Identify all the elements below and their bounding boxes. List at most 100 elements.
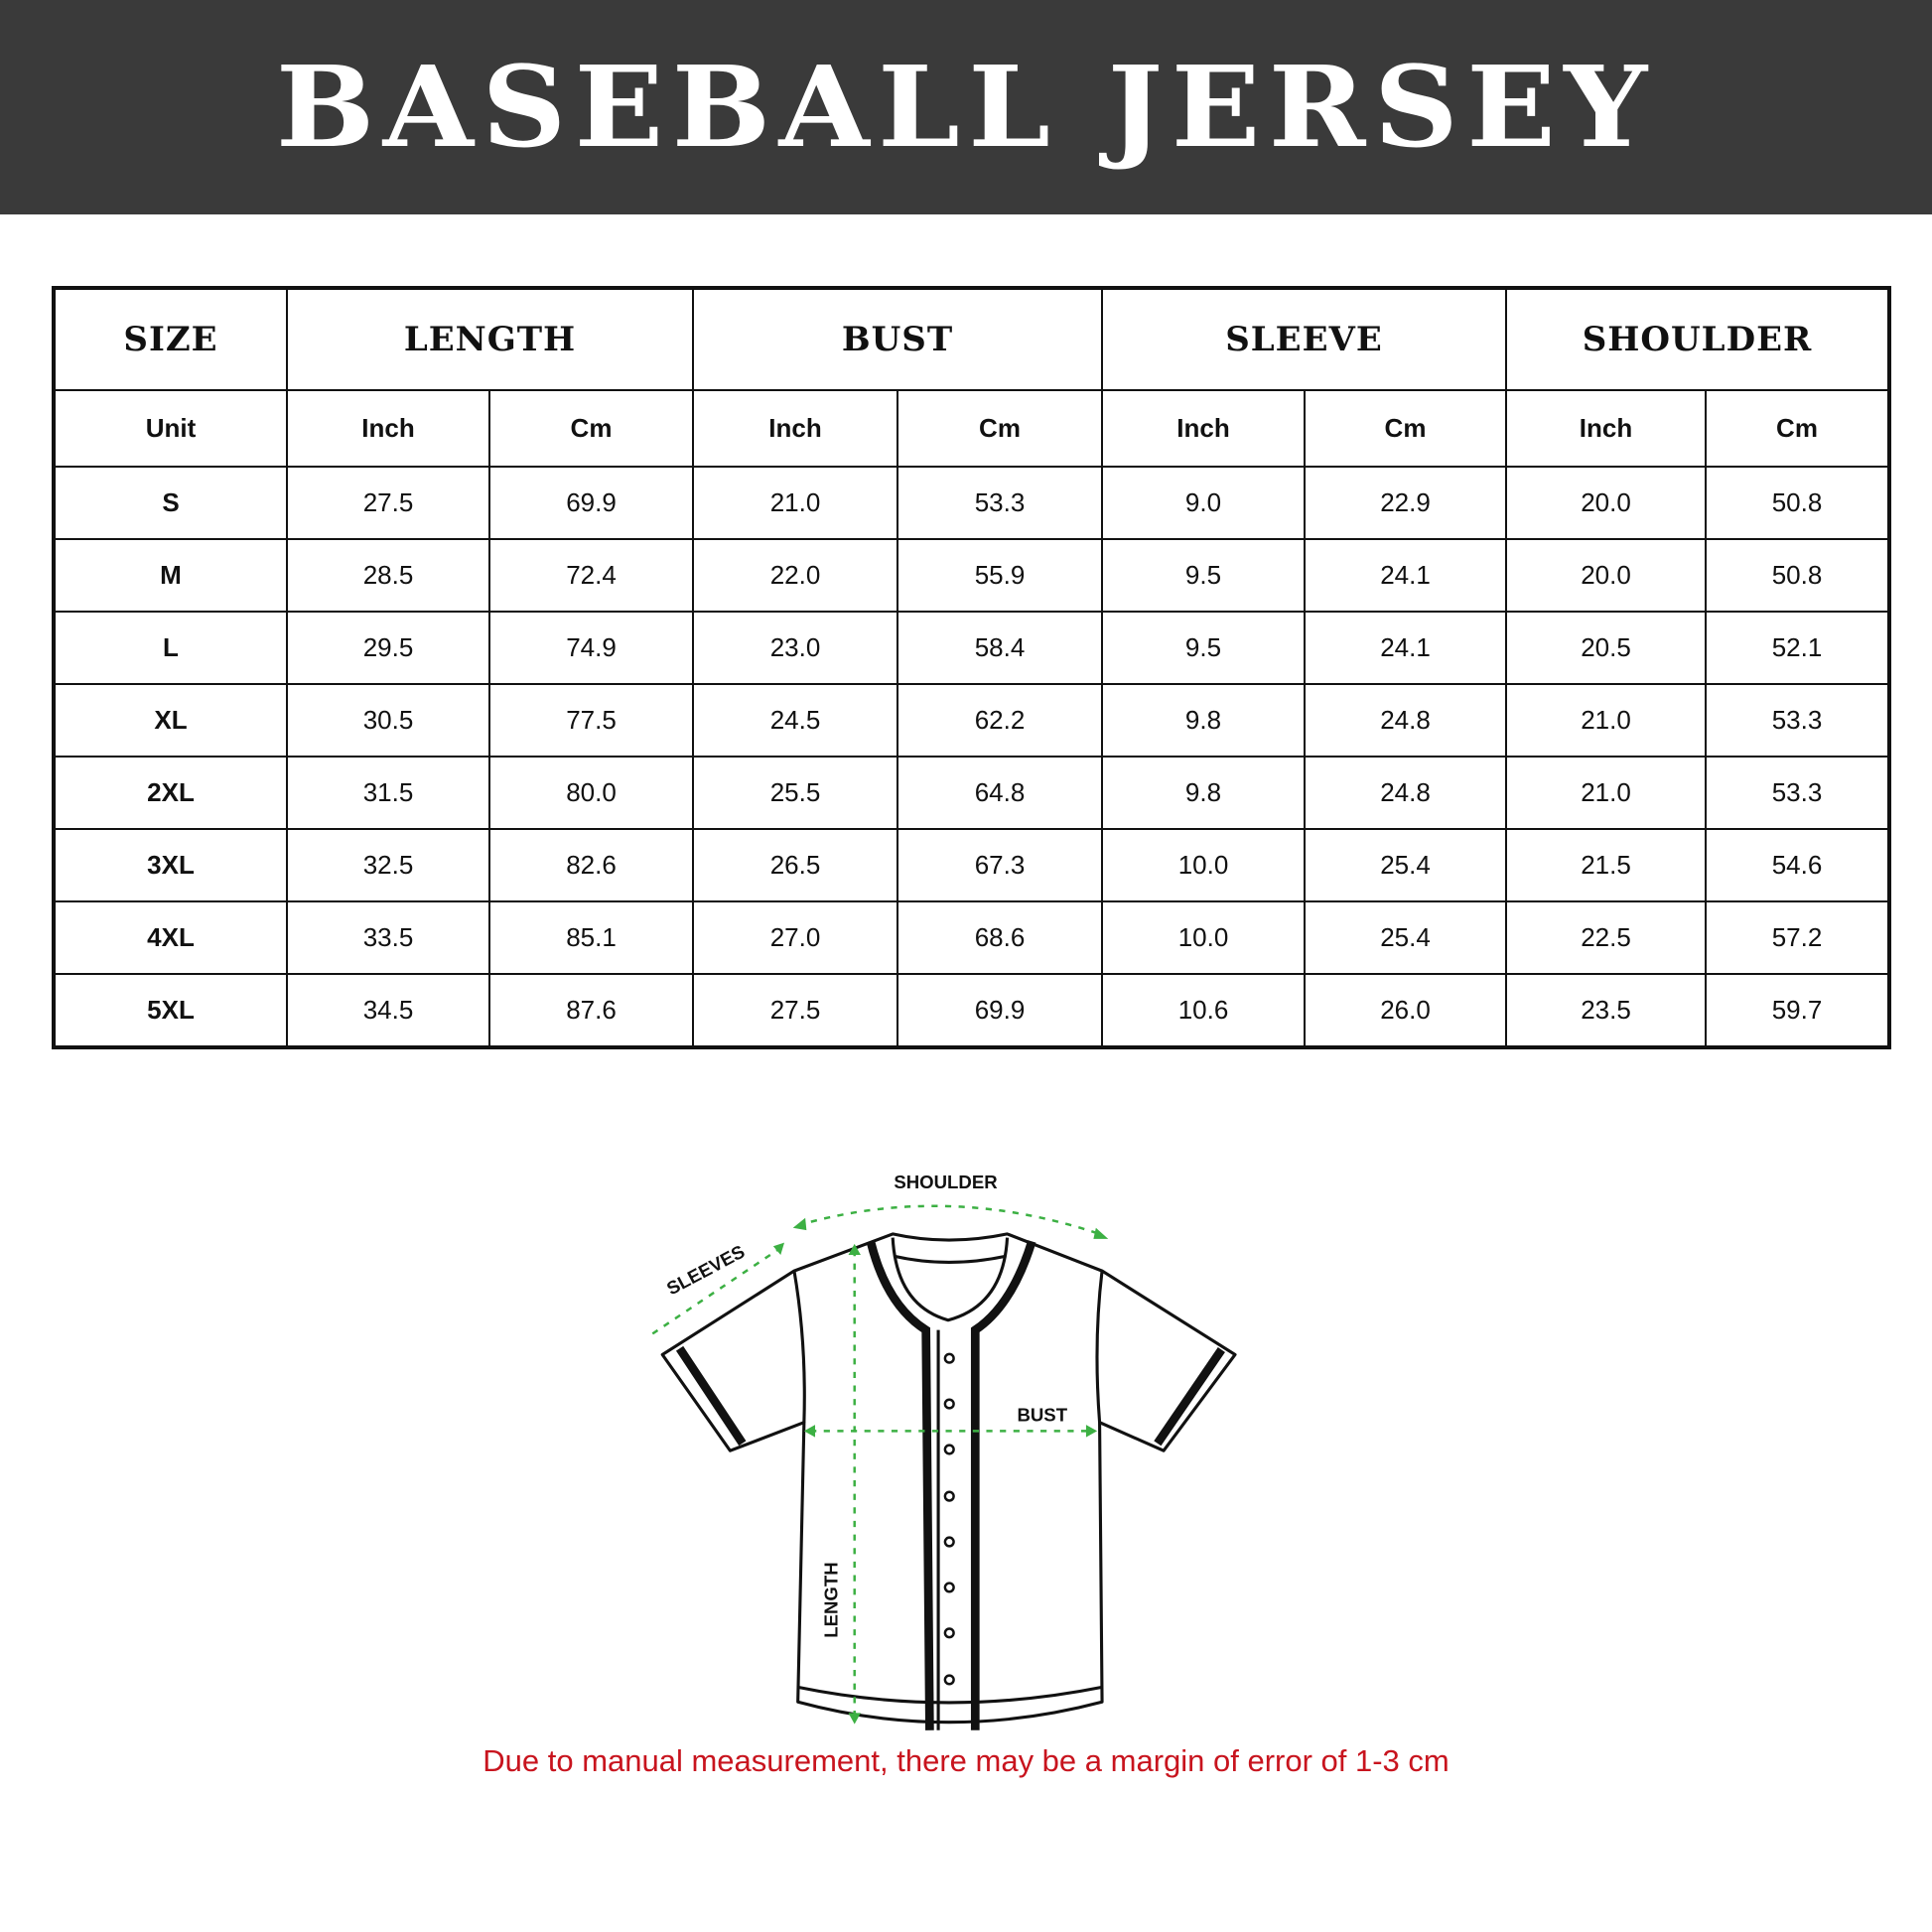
value-cell: 34.5: [286, 973, 490, 1048]
table-row: XL 30.5 77.5 24.5 62.2 9.8 24.8 21.0 53.3: [53, 683, 1890, 758]
unit-cell: Inch: [1101, 389, 1306, 468]
measurement-note: Due to manual measurement, there may be …: [483, 1743, 1449, 1778]
title-banner: BASEBALL JERSEY: [0, 0, 1932, 214]
value-cell: 26.0: [1304, 973, 1507, 1048]
length-label: LENGTH: [820, 1562, 841, 1637]
unit-cell: Cm: [1304, 389, 1507, 468]
value-cell: 10.0: [1101, 900, 1306, 975]
table-row: S 27.5 69.9 21.0 53.3 9.0 22.9 20.0 50.8: [53, 466, 1890, 540]
unit-cell: Inch: [286, 389, 490, 468]
header-row: SIZE LENGTH BUST SLEEVE SHOULDER: [53, 287, 1890, 391]
value-cell: 21.0: [1505, 683, 1707, 758]
value-cell: 28.5: [286, 538, 490, 613]
value-cell: 23.5: [1505, 973, 1707, 1048]
value-cell: 24.8: [1304, 756, 1507, 830]
value-cell: 33.5: [286, 900, 490, 975]
value-cell: 64.8: [897, 756, 1103, 830]
unit-cell: Cm: [897, 389, 1103, 468]
button-icon: [943, 1674, 955, 1686]
value-cell: 72.4: [488, 538, 694, 613]
value-cell: 21.0: [1505, 756, 1707, 830]
value-cell: 26.5: [692, 828, 898, 902]
table-row: 5XL 34.5 87.6 27.5 69.9 10.6 26.0 23.5 59.7: [53, 973, 1890, 1048]
table-row: 3XL 32.5 82.6 26.5 67.3 10.0 25.4 21.5 54.6: [53, 828, 1890, 902]
value-cell: 74.9: [488, 611, 694, 685]
size-cell: 4XL: [53, 900, 288, 975]
page-title: BASEBALL JERSEY: [276, 42, 1656, 173]
button-icon: [943, 1490, 955, 1502]
value-cell: 10.6: [1101, 973, 1306, 1048]
size-cell: 5XL: [53, 973, 288, 1048]
value-cell: 50.8: [1705, 466, 1890, 540]
value-cell: 87.6: [488, 973, 694, 1048]
value-cell: 69.9: [488, 466, 694, 540]
value-cell: 52.1: [1705, 611, 1890, 685]
size-chart-table: SIZE LENGTH BUST SLEEVE SHOULDER Unit Inc…: [52, 286, 1891, 1049]
value-cell: 59.7: [1705, 973, 1890, 1048]
table-row: M 28.5 72.4 22.0 55.9 9.5 24.1 20.0 50.8: [53, 538, 1890, 613]
header-bust: BUST: [692, 287, 1103, 391]
button-icon: [943, 1536, 955, 1548]
jersey-diagram: SHOULDER SLEEVES BUST LENGTH: [651, 1172, 1237, 1730]
value-cell: 31.5: [286, 756, 490, 830]
button-icon: [943, 1352, 955, 1364]
value-cell: 25.4: [1304, 828, 1507, 902]
value-cell: 10.0: [1101, 828, 1306, 902]
value-cell: 55.9: [897, 538, 1103, 613]
value-cell: 20.0: [1505, 538, 1707, 613]
button-icon: [943, 1627, 955, 1639]
value-cell: 25.4: [1304, 900, 1507, 975]
value-cell: 85.1: [488, 900, 694, 975]
size-cell: M: [53, 538, 288, 613]
value-cell: 9.8: [1101, 683, 1306, 758]
value-cell: 58.4: [897, 611, 1103, 685]
value-cell: 54.6: [1705, 828, 1890, 902]
value-cell: 21.5: [1505, 828, 1707, 902]
unit-cell: Cm: [1705, 389, 1890, 468]
value-cell: 22.5: [1505, 900, 1707, 975]
bust-label: BUST: [1017, 1404, 1067, 1425]
value-cell: 29.5: [286, 611, 490, 685]
buttons: [943, 1352, 955, 1686]
table-row: 4XL 33.5 85.1 27.0 68.6 10.0 25.4 22.5 57.2: [53, 900, 1890, 975]
size-cell: 2XL: [53, 756, 288, 830]
value-cell: 67.3: [897, 828, 1103, 902]
value-cell: 20.0: [1505, 466, 1707, 540]
value-cell: 80.0: [488, 756, 694, 830]
value-cell: 82.6: [488, 828, 694, 902]
measure-arrows: [772, 1217, 1109, 1725]
value-cell: 21.0: [692, 466, 898, 540]
table-row: 2XL 31.5 80.0 25.5 64.8 9.8 24.8 21.0 53.3: [53, 756, 1890, 830]
size-cell: S: [53, 466, 288, 540]
value-cell: 9.0: [1101, 466, 1306, 540]
value-cell: 32.5: [286, 828, 490, 902]
size-cell: XL: [53, 683, 288, 758]
value-cell: 22.9: [1304, 466, 1507, 540]
value-cell: 24.8: [1304, 683, 1507, 758]
size-cell: 3XL: [53, 828, 288, 902]
value-cell: 69.9: [897, 973, 1103, 1048]
value-cell: 53.3: [897, 466, 1103, 540]
shoulder-label: SHOULDER: [894, 1172, 998, 1192]
unit-cell: Unit: [53, 389, 288, 468]
value-cell: 27.0: [692, 900, 898, 975]
header-shoulder: SHOULDER: [1505, 287, 1890, 391]
button-icon: [943, 1444, 955, 1455]
header-sleeve: SLEEVE: [1101, 287, 1507, 391]
value-cell: 68.6: [897, 900, 1103, 975]
header-length: LENGTH: [286, 287, 694, 391]
value-cell: 9.8: [1101, 756, 1306, 830]
value-cell: 25.5: [692, 756, 898, 830]
header-size: SIZE: [53, 287, 288, 391]
units-row: Unit Inch Cm Inch Cm Inch Cm Inch Cm: [53, 389, 1890, 468]
value-cell: 24.1: [1304, 611, 1507, 685]
value-cell: 9.5: [1101, 538, 1306, 613]
value-cell: 53.3: [1705, 756, 1890, 830]
value-cell: 50.8: [1705, 538, 1890, 613]
value-cell: 24.1: [1304, 538, 1507, 613]
value-cell: 23.0: [692, 611, 898, 685]
value-cell: 27.5: [286, 466, 490, 540]
value-cell: 57.2: [1705, 900, 1890, 975]
value-cell: 77.5: [488, 683, 694, 758]
value-cell: 53.3: [1705, 683, 1890, 758]
